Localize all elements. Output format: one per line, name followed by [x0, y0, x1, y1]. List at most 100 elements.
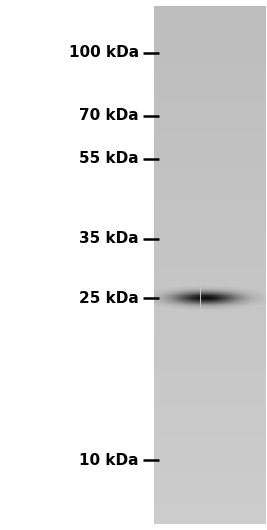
Bar [220, 288, 221, 289]
Bar [204, 302, 205, 303]
Bar [201, 297, 202, 298]
Bar [223, 298, 224, 299]
Bar [223, 297, 224, 298]
Bar [250, 290, 251, 291]
Bar [190, 300, 191, 301]
Bar [244, 297, 245, 298]
Bar [204, 299, 205, 300]
Bar [198, 299, 199, 300]
Bar [204, 309, 205, 310]
Text: 25 kDa: 25 kDa [79, 291, 139, 306]
Bar [215, 295, 216, 296]
Bar [242, 294, 243, 295]
Bar [236, 291, 237, 292]
Bar [243, 296, 244, 297]
Bar [193, 293, 194, 294]
Bar [222, 291, 223, 292]
Bar [255, 301, 256, 302]
Bar [193, 303, 194, 304]
Bar [235, 299, 236, 300]
Bar [211, 293, 212, 294]
Bar [223, 306, 224, 307]
Bar [229, 295, 230, 296]
Bar [199, 304, 200, 305]
Bar [211, 295, 212, 296]
Bar [197, 293, 198, 294]
Bar [160, 302, 161, 303]
Bar [252, 298, 253, 299]
Bar [212, 307, 213, 308]
Bar [250, 297, 251, 298]
Bar [219, 292, 220, 293]
Bar [154, 304, 266, 306]
Bar [186, 305, 187, 306]
Bar [245, 299, 246, 300]
Bar [249, 304, 250, 305]
Bar [223, 289, 224, 290]
Bar [163, 301, 164, 302]
Bar [154, 169, 266, 172]
Bar [160, 295, 161, 296]
Bar [234, 292, 235, 293]
Bar [187, 293, 188, 294]
Bar [221, 300, 222, 301]
Bar [192, 306, 193, 307]
Bar [240, 289, 241, 290]
Bar [230, 307, 231, 308]
Bar [209, 298, 210, 299]
Bar [235, 301, 236, 302]
Bar [233, 298, 234, 299]
Bar [174, 304, 175, 305]
Bar [253, 297, 254, 298]
Bar [209, 289, 210, 290]
Bar [162, 303, 163, 304]
Bar [174, 297, 175, 298]
Bar [196, 295, 197, 296]
Bar [261, 296, 262, 297]
Bar [182, 299, 183, 300]
Bar [154, 190, 266, 192]
Bar [199, 303, 200, 304]
Bar [160, 306, 161, 307]
Bar [157, 299, 158, 300]
Bar [171, 300, 172, 301]
Bar [178, 288, 179, 289]
Bar [240, 297, 241, 298]
Bar [180, 301, 181, 302]
Bar [182, 297, 183, 298]
Bar [233, 290, 234, 291]
Bar [227, 294, 228, 295]
Bar [200, 301, 201, 302]
Bar [213, 295, 214, 296]
Bar [238, 302, 239, 303]
Bar [250, 304, 251, 305]
Bar [237, 298, 238, 299]
Bar [264, 301, 265, 302]
Text: 100 kDa: 100 kDa [69, 45, 139, 60]
Bar [246, 297, 247, 298]
Bar [198, 291, 199, 292]
Bar [197, 296, 198, 297]
Bar [172, 307, 173, 308]
Bar [162, 293, 163, 294]
Bar [254, 304, 255, 305]
Bar [252, 294, 253, 295]
Bar [242, 305, 243, 306]
Bar [167, 291, 168, 292]
Bar [243, 294, 244, 295]
Bar [223, 294, 224, 295]
Bar [238, 297, 239, 298]
Bar [251, 306, 252, 307]
Bar [250, 294, 251, 295]
Bar [165, 302, 166, 303]
Bar [217, 299, 218, 300]
Bar [154, 371, 266, 374]
Bar [214, 293, 215, 294]
Bar [216, 304, 217, 305]
Bar [198, 288, 199, 289]
Bar [209, 295, 210, 296]
Bar [154, 319, 266, 322]
Bar [211, 290, 212, 291]
Bar [245, 294, 246, 295]
Bar [204, 307, 205, 308]
